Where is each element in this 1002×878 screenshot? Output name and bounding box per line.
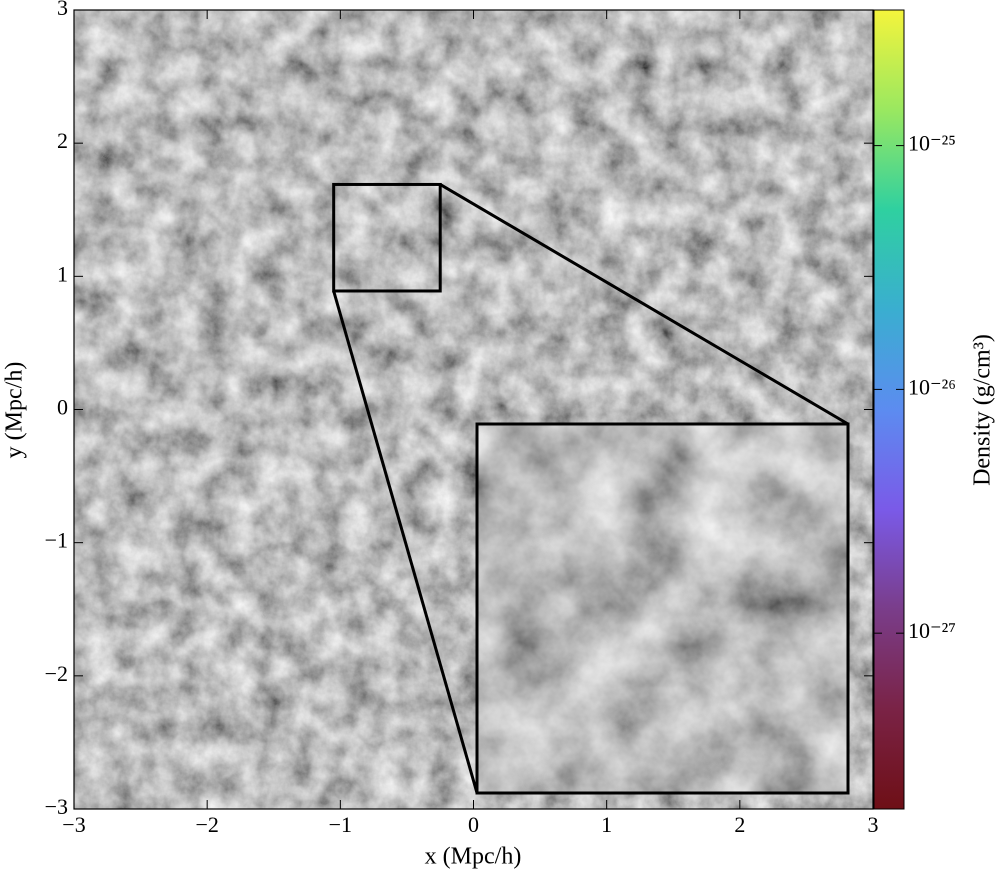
- zoom-connector: [332, 290, 479, 794]
- y-tick-label: −3: [45, 794, 68, 819]
- colorbar-label: Density (g/cm³): [970, 334, 996, 486]
- y-tick-label: −1: [45, 528, 68, 553]
- zoom-connector: [439, 183, 849, 426]
- y-tick-label: 3: [57, 0, 68, 20]
- x-axis-label: x (Mpc/h): [425, 844, 522, 870]
- x-tick-label: 0: [468, 812, 479, 837]
- x-tick-label: 2: [734, 812, 745, 837]
- inset-frame: [475, 422, 850, 795]
- x-tick-label: 3: [868, 812, 879, 837]
- x-tick-label: −3: [62, 812, 85, 837]
- inset-map: [477, 424, 848, 793]
- x-tick-label: 1: [601, 812, 612, 837]
- x-tick-label: −1: [329, 812, 352, 837]
- zoom-box: [332, 182, 442, 293]
- colorbar-tick-label: 10⁻²⁵: [908, 131, 956, 156]
- y-tick-label: 0: [57, 395, 68, 420]
- colorbar-tick-label: 10⁻²⁷: [908, 618, 956, 643]
- y-tick-label: 1: [57, 261, 68, 286]
- colorbar: [873, 9, 905, 810]
- y-axis-label: y (Mpc/h): [2, 362, 28, 459]
- y-tick-label: −2: [45, 661, 68, 686]
- colorbar-tick-label: 10⁻²⁶: [908, 374, 956, 399]
- y-tick-label: 2: [57, 128, 68, 153]
- x-tick-label: −2: [195, 812, 218, 837]
